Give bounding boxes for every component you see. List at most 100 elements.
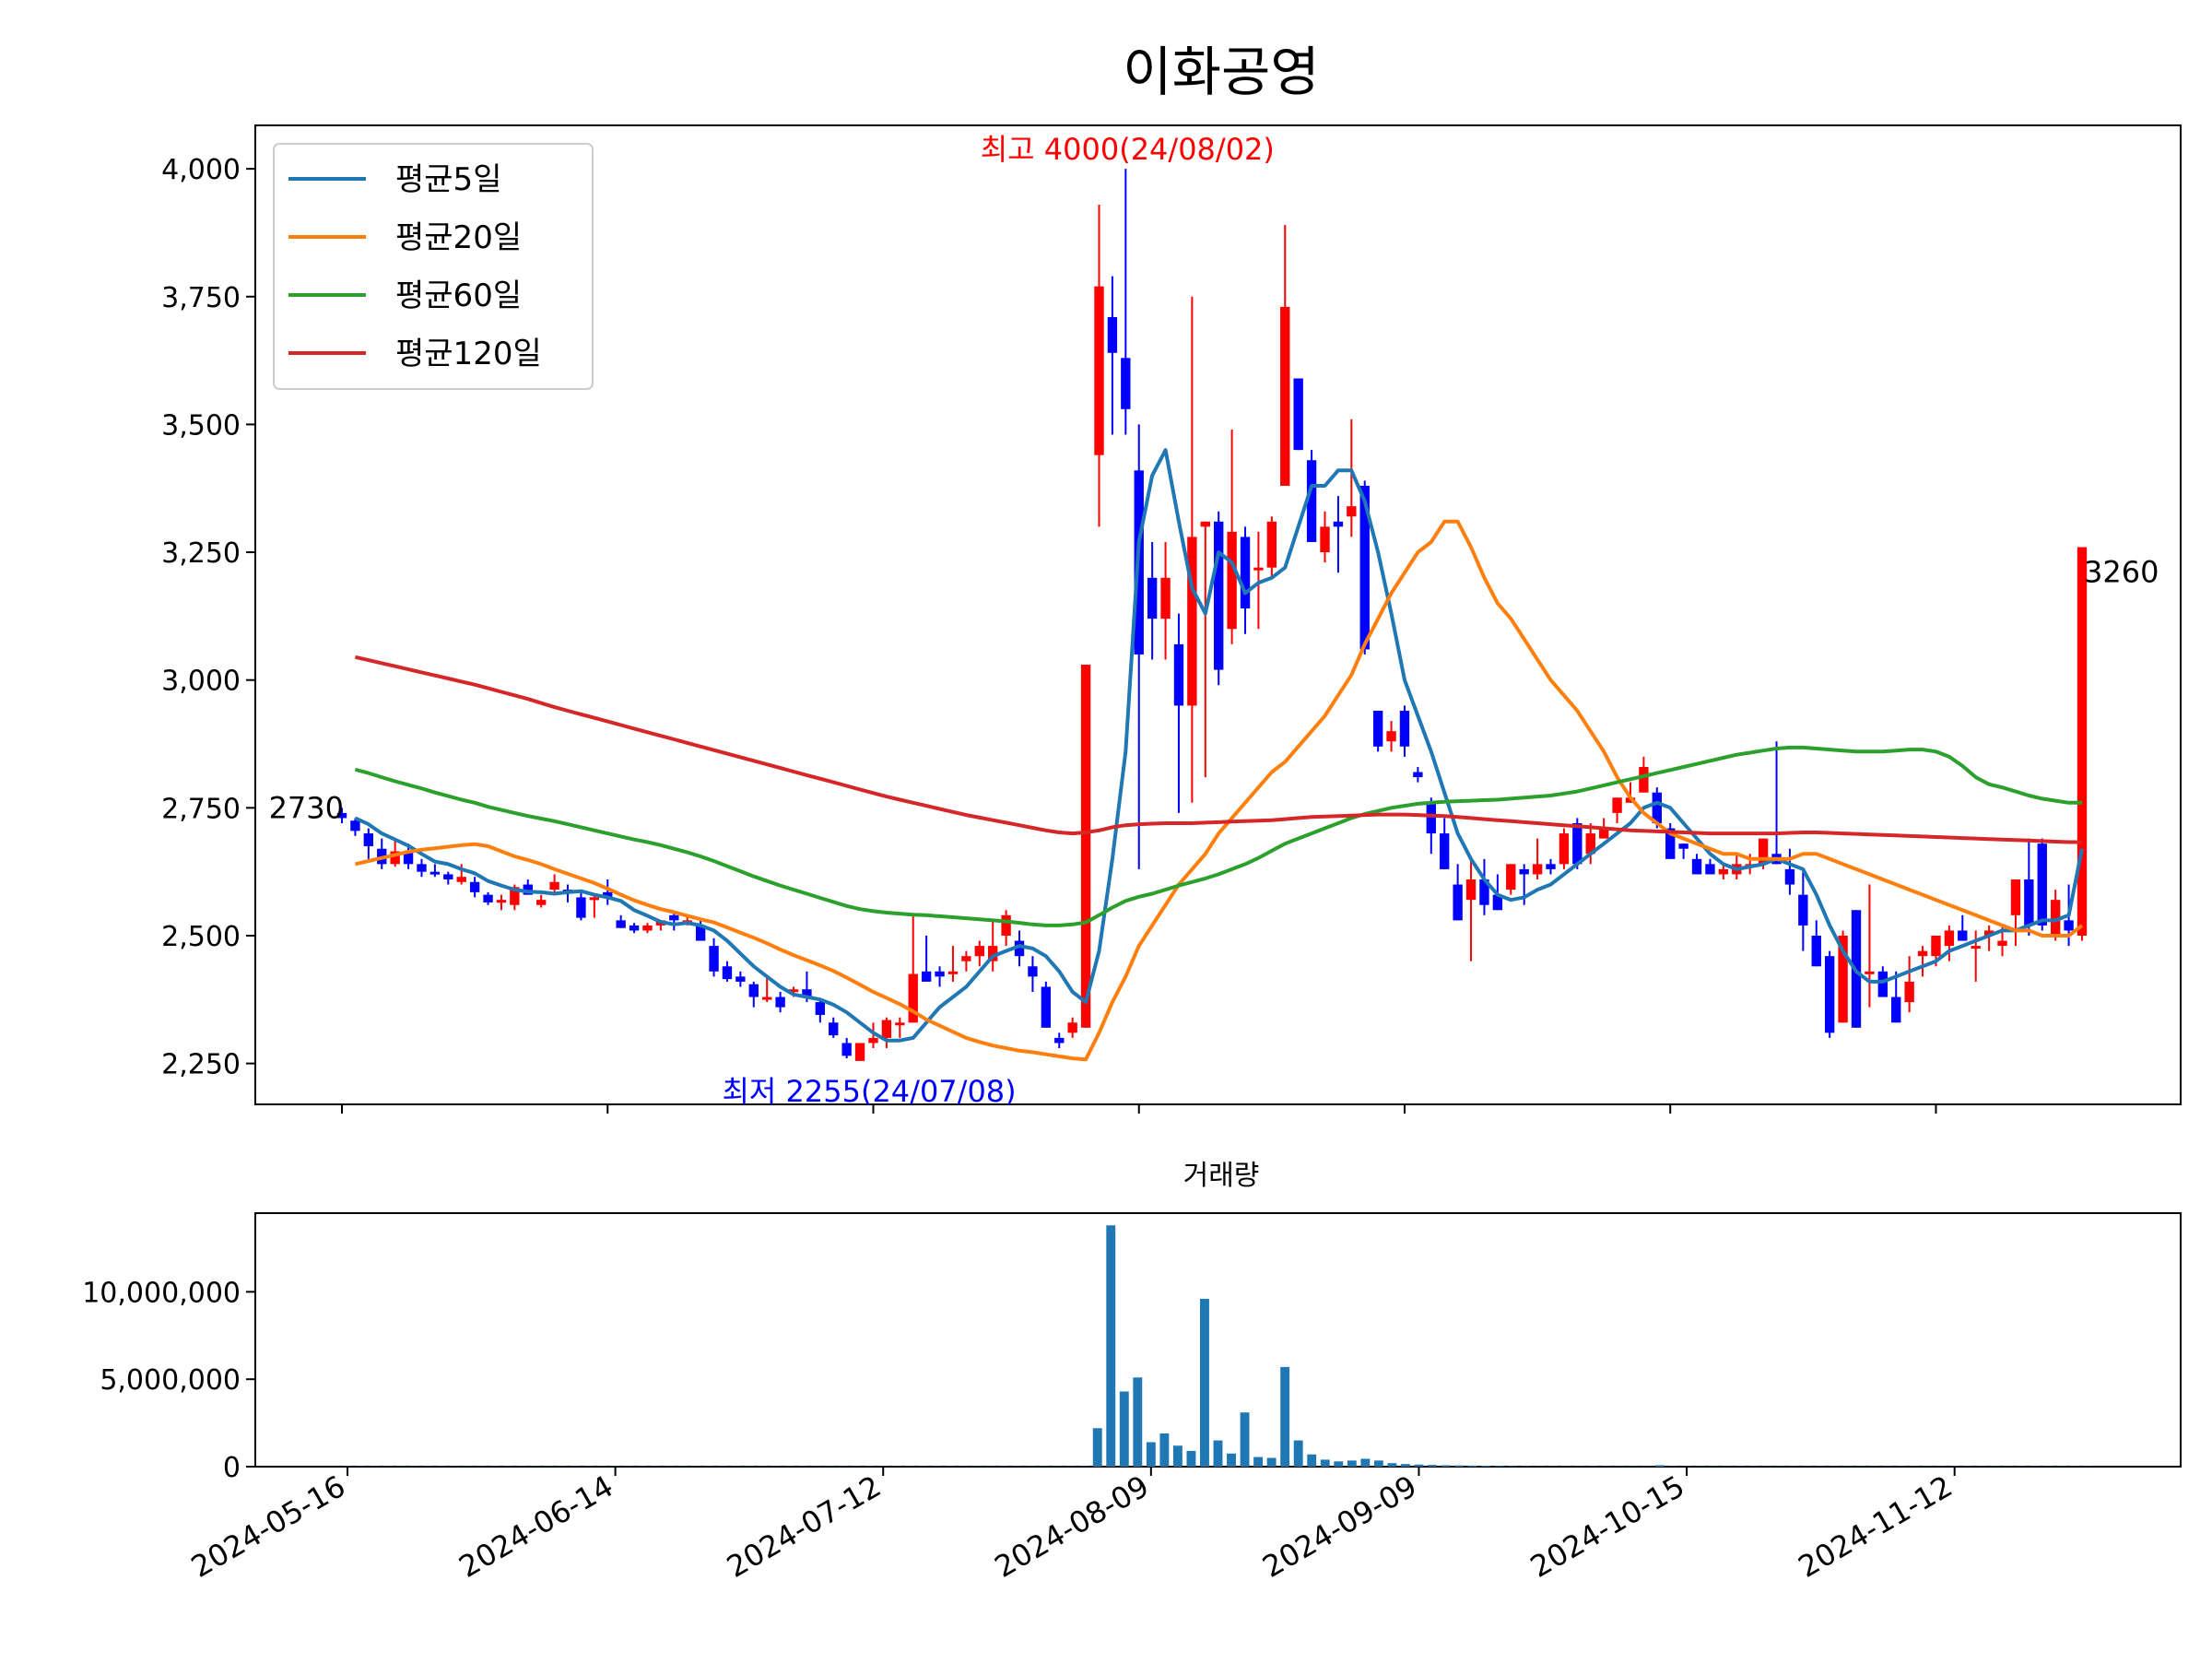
price-y-tick-label: 3,750 (161, 282, 241, 314)
candle-body (1440, 833, 1449, 869)
candle-body (1519, 869, 1528, 875)
legend-label: 평균60일 (395, 277, 522, 314)
volume-bar (1415, 1465, 1424, 1467)
volume-bar (1200, 1299, 1209, 1467)
volume-bar (1159, 1433, 1169, 1467)
volume-bar (1241, 1412, 1250, 1467)
candle-body (855, 1043, 865, 1060)
candle-body (1001, 915, 1010, 936)
candle-body (1705, 864, 1714, 874)
candle-body (2011, 879, 2020, 915)
volume-title: 거래량 (1183, 1160, 1260, 1192)
candle-body (829, 1022, 838, 1035)
date-tick-label: 2024-11-12 (1793, 1468, 1959, 1585)
candle-body (1028, 966, 1037, 976)
date-tick-label: 2024-05-16 (185, 1468, 351, 1585)
candle-body (1201, 522, 1210, 527)
legend-label: 평균5일 (395, 161, 501, 198)
candle-body (1918, 951, 1927, 957)
candle-body (590, 897, 599, 900)
candle-body (1241, 537, 1250, 608)
last-price-label: 3260 (2084, 555, 2159, 590)
date-tick-label: 2024-07-12 (721, 1468, 887, 1585)
price-y-tick-label: 2,750 (161, 793, 241, 825)
candle-body (1891, 997, 1900, 1023)
candle-body (457, 877, 466, 882)
candle-body (1054, 1038, 1064, 1044)
candle-body (629, 926, 639, 931)
candle-body (1320, 526, 1329, 552)
candle-body (483, 895, 492, 902)
candle-body (616, 920, 625, 927)
candle-body (497, 900, 506, 902)
date-tick-label: 2024-06-14 (453, 1468, 619, 1585)
candle-body (1825, 956, 1834, 1032)
candle-body (1253, 568, 1263, 571)
price-y-tick-label: 3,250 (161, 537, 241, 570)
volume-bar (1133, 1377, 1142, 1467)
candle-body (1692, 859, 1701, 875)
candle-body (1878, 972, 1888, 997)
candle-body (1546, 864, 1555, 869)
candle-body (895, 1022, 904, 1025)
volume-bar (1428, 1465, 1437, 1467)
candle-body (922, 972, 931, 982)
volume-bar (1106, 1225, 1115, 1467)
candle-body (1559, 833, 1569, 864)
candle-body (1334, 522, 1343, 527)
date-tick-label: 2024-09-09 (1256, 1468, 1422, 1585)
candle-body (935, 972, 944, 977)
candle-body (948, 972, 958, 974)
candle-body (1533, 864, 1542, 874)
candle-body (1267, 522, 1277, 568)
candle-body (1466, 879, 1476, 900)
candle-body (868, 1038, 877, 1044)
candle-body (1108, 317, 1117, 353)
candle-body (975, 946, 984, 956)
volume-bar (1294, 1441, 1303, 1467)
volume-y-tick-label: 0 (223, 1452, 241, 1484)
legend-label: 평균120일 (395, 336, 542, 372)
candle-body (816, 1002, 825, 1015)
volume-bar (1186, 1451, 1195, 1467)
candle-body (1121, 358, 1130, 408)
candle-body (1931, 936, 1940, 956)
volume-bar (1508, 1466, 1517, 1467)
candle-body (1453, 885, 1462, 921)
candle-body (576, 897, 585, 917)
candle-body (1347, 506, 1356, 516)
candle-body (1280, 307, 1289, 486)
volume-bar (1374, 1460, 1383, 1467)
candle-body (1971, 946, 1981, 949)
candle-body (961, 956, 971, 961)
candle-body (1214, 522, 1223, 670)
candle-body (1293, 379, 1302, 451)
candle-body (549, 882, 559, 890)
volume-bar (1401, 1464, 1410, 1467)
volume-bar (1655, 1465, 1665, 1467)
candle-body (1413, 773, 1422, 778)
price-y-tick-label: 3,500 (161, 409, 241, 442)
candle-body (1812, 936, 1821, 966)
candle-body (882, 1020, 891, 1037)
candle-body (1081, 665, 1090, 1028)
candle-body (709, 946, 718, 972)
candle-body (1160, 578, 1170, 619)
candle-body (1094, 287, 1103, 455)
volume-bar (1481, 1466, 1490, 1467)
volume-bar (1307, 1455, 1316, 1467)
volume-bar (1321, 1459, 1330, 1467)
candle-body (749, 985, 759, 997)
date-tick-label: 2024-10-15 (1524, 1468, 1690, 1585)
candle-body (1865, 972, 1874, 974)
volume-bar (1120, 1391, 1129, 1467)
candle-body (723, 966, 732, 979)
volume-y-tick-label: 5,000,000 (100, 1364, 241, 1397)
candle-body (1147, 578, 1157, 619)
candle-body (443, 874, 453, 879)
candle-body (2077, 548, 2087, 936)
